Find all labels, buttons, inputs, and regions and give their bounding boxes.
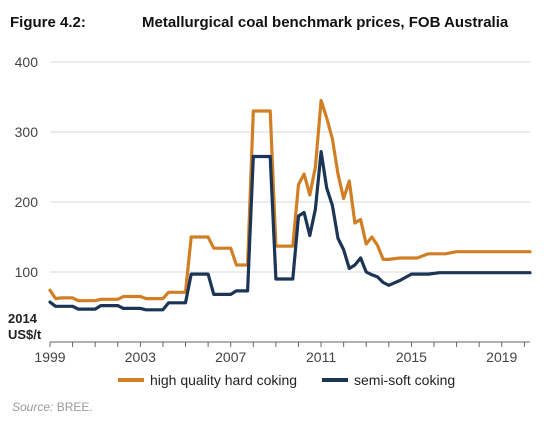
line-chart: 2014 US$/t 100 200 300 400 1999 2003 2007 2011 2… bbox=[8, 54, 532, 365]
series-line-high-quality bbox=[48, 98, 532, 303]
legend-swatch-high-quality bbox=[118, 378, 144, 382]
legend: high quality hard coking semi-soft cokin… bbox=[0, 372, 546, 396]
source-label: Source: bbox=[12, 400, 54, 414]
y-tick-label: 300 bbox=[15, 124, 39, 140]
x-tick-label: 2003 bbox=[125, 349, 156, 365]
axes bbox=[49, 341, 530, 347]
gridlines bbox=[50, 61, 530, 273]
y-tick-label: 400 bbox=[15, 54, 39, 70]
y-unit-label-line1: 2014 bbox=[8, 311, 38, 326]
x-tick-label: 2019 bbox=[486, 349, 517, 365]
series-line-semi-soft bbox=[48, 150, 532, 312]
x-tick-label: 2007 bbox=[215, 349, 246, 365]
x-tick-label: 2015 bbox=[396, 349, 427, 365]
source-text: BREE. bbox=[53, 400, 93, 414]
figure-label: Figure 4.2: bbox=[10, 14, 86, 31]
x-tick-label: 1999 bbox=[34, 349, 65, 365]
legend-label-high-quality: high quality hard coking bbox=[150, 372, 298, 388]
y-tick-label: 200 bbox=[15, 194, 39, 210]
y-unit-label-line2: US$/t bbox=[8, 327, 42, 342]
source-note: Source: BREE. bbox=[12, 400, 93, 414]
y-tick-label: 100 bbox=[15, 264, 39, 280]
legend-swatch-semi-soft bbox=[322, 378, 348, 382]
axis-labels: 2014 US$/t 100 200 300 400 1999 2003 2007 2011 2… bbox=[8, 54, 518, 365]
legend-label-semi-soft: semi-soft coking bbox=[354, 372, 456, 388]
x-tick-label: 2011 bbox=[306, 349, 336, 365]
series-lines bbox=[48, 98, 532, 312]
legend-item-high-quality: high quality hard coking bbox=[118, 372, 297, 388]
legend-item-semi-soft: semi-soft coking bbox=[322, 372, 455, 388]
chart-title: Metallurgical coal benchmark prices, FOB… bbox=[142, 14, 509, 31]
